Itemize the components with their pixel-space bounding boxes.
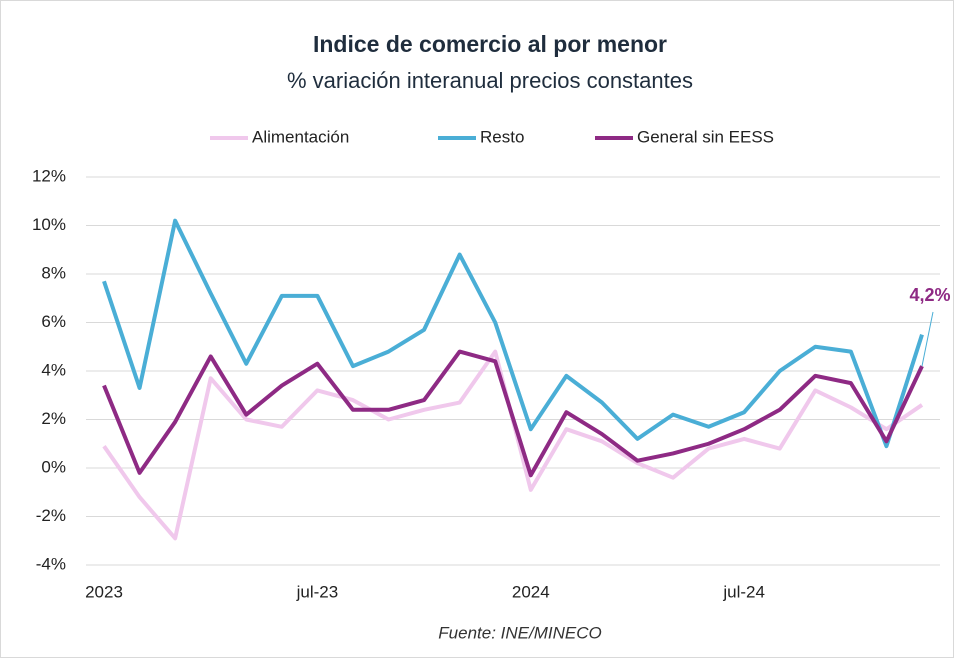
- series-line: [102, 349, 924, 478]
- source: Fuente: INE/MINECO: [438, 623, 601, 642]
- series-line: [102, 218, 924, 449]
- x-tick-label: jul-24: [722, 582, 765, 601]
- annotation-leader: [921, 311, 934, 367]
- y-tick-label: 8%: [41, 263, 66, 282]
- x-tick-label: jul-23: [296, 582, 339, 601]
- y-tick-label: -4%: [36, 554, 66, 573]
- annotation: 4,2%: [909, 285, 950, 305]
- chart-title: Indice de comercio al por menor: [313, 31, 667, 57]
- legend-label: Alimentación: [252, 127, 349, 146]
- y-tick-label: 6%: [41, 312, 66, 331]
- y-tick-label: 2%: [41, 409, 66, 428]
- y-tick-label: -2%: [36, 506, 66, 525]
- x-tick-label: 2024: [512, 582, 550, 601]
- x-tick-label: 2023: [85, 582, 123, 601]
- y-tick-label: 10%: [32, 215, 66, 234]
- y-tick-label: 0%: [41, 457, 66, 476]
- y-tick-label: 4%: [41, 360, 66, 379]
- chart-subtitle: % variación interanual precios constante…: [287, 68, 693, 93]
- legend-label: Resto: [480, 127, 524, 146]
- legend-label: General sin EESS: [637, 127, 774, 146]
- y-tick-label: 12%: [32, 166, 66, 185]
